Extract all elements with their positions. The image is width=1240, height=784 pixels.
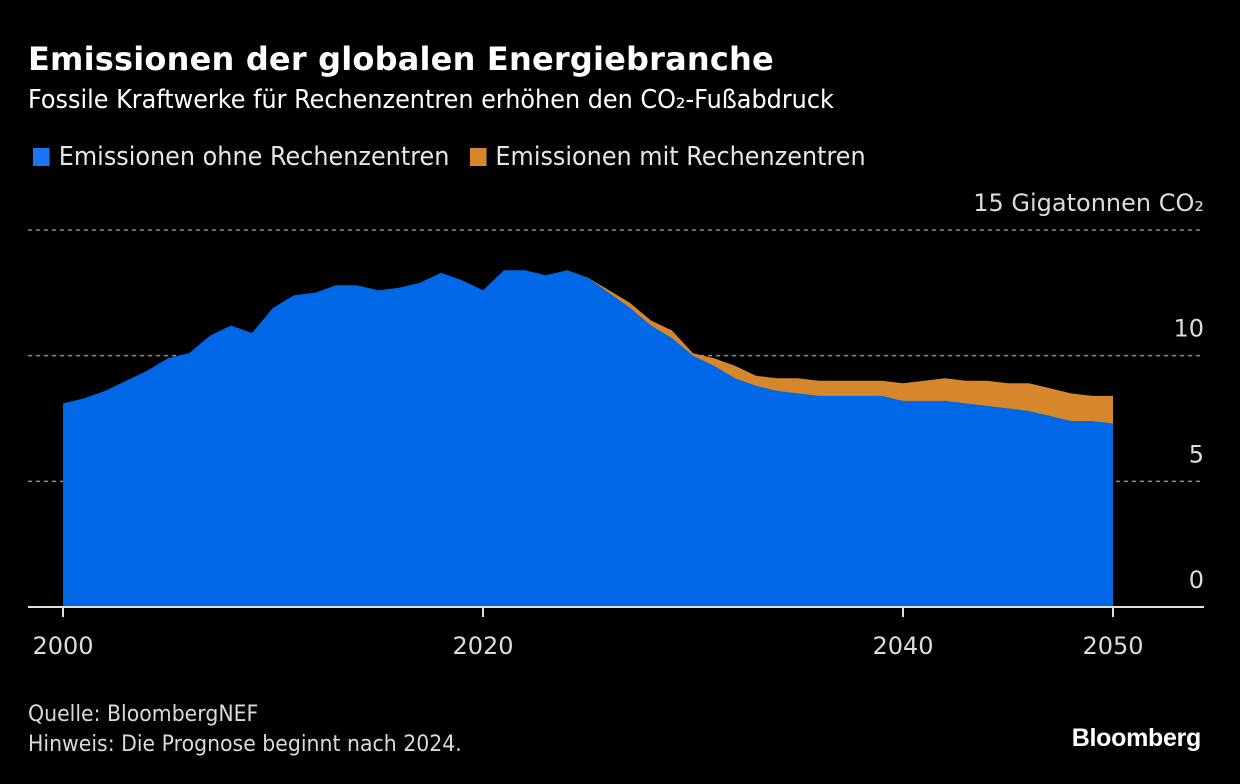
x-tick-label: 2000 — [32, 632, 93, 660]
y-tick-label: 15 Gigatonnen CO₂ — [973, 189, 1204, 217]
axis-labels: 2000 2020 2040 2050 0 5 10 15 Gigatonnen CO₂ — [32, 189, 1204, 660]
x-tick-label: 2020 — [452, 632, 513, 660]
legend-label: Emissionen mit Rechenzentren — [495, 142, 866, 172]
x-tick-label: 2050 — [1082, 632, 1143, 660]
areas — [63, 270, 1113, 607]
legend-swatch-blue — [33, 148, 50, 166]
legend-swatch-orange — [469, 148, 487, 166]
legend-item-without-datacenters: Emissionen ohne Rechenzentren — [33, 142, 449, 172]
chart-title: Emissionen der globalen Energiebranche — [28, 40, 774, 78]
y-tick-label: 5 — [1189, 440, 1204, 468]
legend-item-with-datacenters: Emissionen mit Rechenzentren — [469, 142, 866, 172]
forecast-note: Hinweis: Die Prognose beginnt nach 2024. — [28, 732, 462, 757]
legend: Emissionen ohne Rechenzentren Emissionen… — [33, 142, 886, 172]
area-without-datacenters — [63, 270, 1113, 607]
legend-label: Emissionen ohne Rechenzentren — [58, 142, 450, 172]
bloomberg-logo: Bloomberg — [1071, 724, 1202, 752]
x-axis — [28, 606, 1204, 617]
chart-subtitle: Fossile Kraftwerke für Rechenzentren erh… — [28, 85, 834, 115]
y-tick-label: 10 — [1173, 315, 1204, 343]
source-note: Quelle: BloombergNEF — [28, 702, 259, 727]
y-tick-label: 0 — [1189, 566, 1204, 594]
footer: Quelle: BloombergNEF Hinweis: Die Progno… — [28, 700, 462, 760]
x-tick-label: 2040 — [872, 632, 933, 660]
